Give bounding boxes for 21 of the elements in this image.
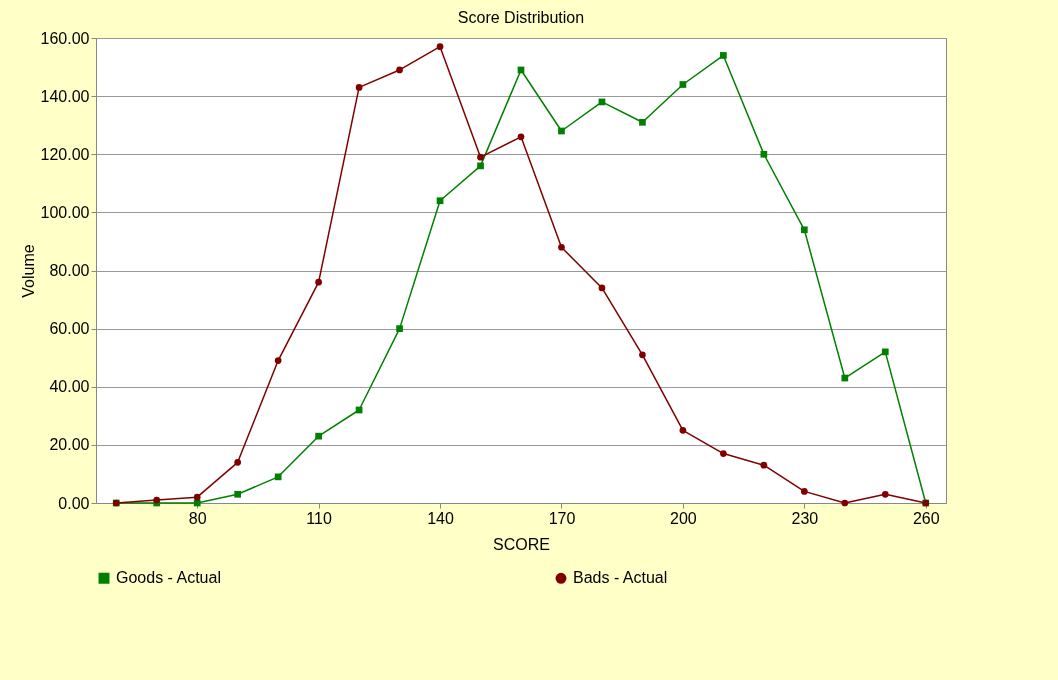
x-tick-label: 110 [306,509,332,527]
y-tick-label: 40.00 [49,378,90,396]
legend-label: Goods - Actual [116,569,221,587]
chart-title: Score Distribution [457,9,585,26]
x-tick-label: 200 [670,509,697,527]
x-tick-label: 140 [427,509,454,527]
y-tick-label: 100.00 [40,203,90,221]
y-tick-label: 0.00 [58,494,90,512]
x-tick-label: 260 [912,509,940,527]
y-tick-label: 60.00 [49,320,90,338]
legend-label: Bads - Actual [573,569,668,587]
x-axis-title: SCORE [493,535,550,553]
y-axis-title: Volume [19,244,37,298]
y-tick-label: 80.00 [49,262,90,279]
x-tick-label: 230 [791,509,819,527]
y-tick-label: 20.00 [49,436,90,454]
x-tick-label: 80 [188,509,207,527]
y-tick-label: 140.00 [40,87,90,105]
y-tick-label: 160.00 [40,29,90,47]
y-tick-label: 120.00 [40,145,90,163]
x-tick-label: 170 [548,509,576,527]
